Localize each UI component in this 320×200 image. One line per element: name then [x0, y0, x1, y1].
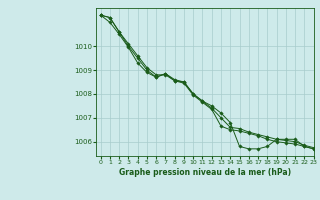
X-axis label: Graphe pression niveau de la mer (hPa): Graphe pression niveau de la mer (hPa): [119, 168, 291, 177]
